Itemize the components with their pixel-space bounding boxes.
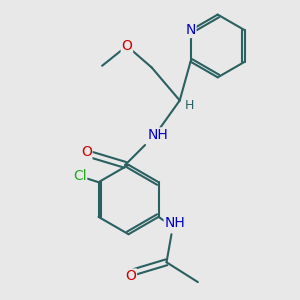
Text: Cl: Cl xyxy=(73,169,86,183)
Text: O: O xyxy=(81,145,92,159)
Text: NH: NH xyxy=(148,128,169,142)
Text: H: H xyxy=(184,99,194,112)
Text: NH: NH xyxy=(164,216,185,230)
Text: O: O xyxy=(125,269,136,283)
Text: O: O xyxy=(122,39,132,53)
Text: N: N xyxy=(185,23,196,37)
